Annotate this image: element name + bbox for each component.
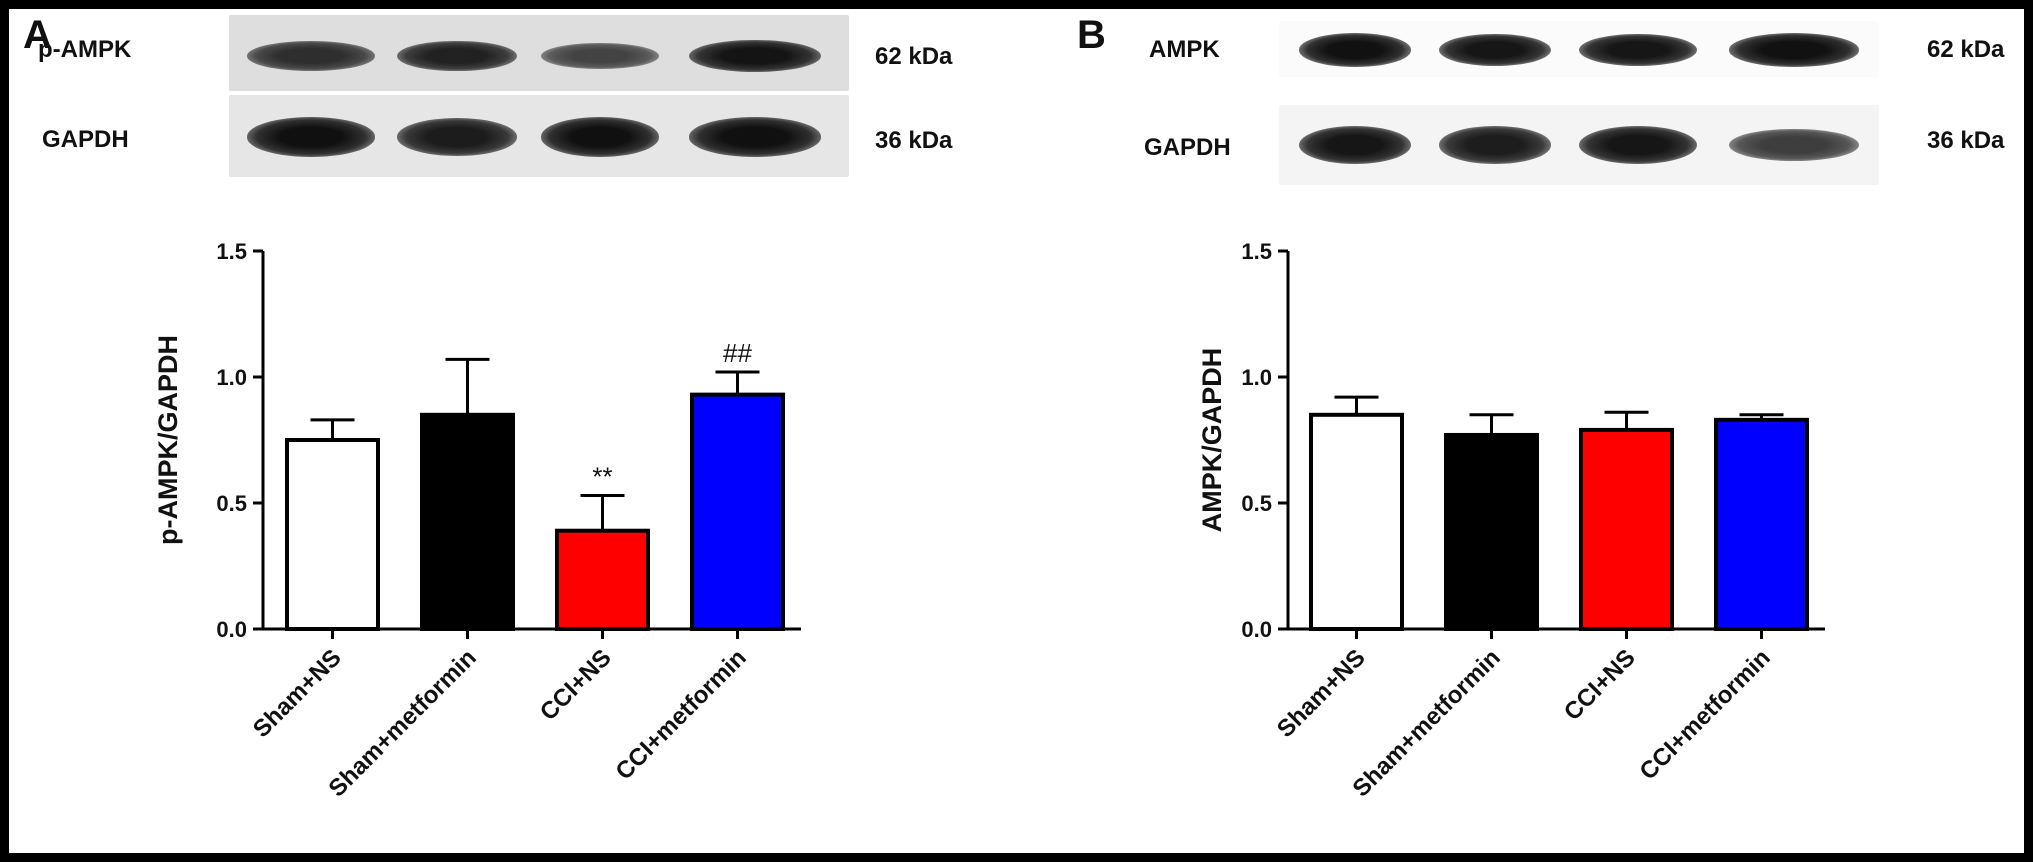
chart-b-ytick-label: 1.0 (1241, 365, 1272, 390)
panel-b-blot1-band-2 (1439, 33, 1551, 67)
chart-a-ytick-label: 1.5 (216, 239, 247, 264)
figure-frame: A p-AMPK GAPDH 62 kDa 36 kDa B AMPK GAPD… (9, 9, 2024, 853)
panel-a-blot1-band-4 (689, 39, 821, 73)
chart-b-category-label: CCI+NS (1559, 644, 1641, 726)
chart-a-annotation: ** (592, 461, 612, 491)
chart-b-bar-1 (1309, 412, 1404, 631)
chart-a-ytick-label: 0.5 (216, 491, 247, 516)
chart-b-category-label: CCI+metformin (1635, 644, 1776, 785)
chart-b-bar-2 (1444, 432, 1539, 631)
chart-b-ytick-label: 0.0 (1241, 617, 1272, 642)
panel-b-blot1-band-3 (1579, 33, 1697, 67)
chart-a-bar-4 (690, 392, 785, 632)
chart-a-ytick-label: 1.0 (216, 365, 247, 390)
chart-b-ytick-label: 0.5 (1241, 491, 1272, 516)
panel-b-blot1-band-1 (1299, 33, 1411, 67)
panel-b-blot1-band-4 (1729, 33, 1859, 67)
chart-b: 0.0 0.5 1.0 1.5 AMPK/GAPDH Sham+NSSham+metfor… (1197, 239, 1825, 802)
chart-a-bar-3 (555, 528, 650, 631)
panel-a-blot1-band-1 (247, 41, 375, 71)
panel-b-blot2-band-3 (1579, 125, 1697, 165)
panel-b-blot1-kda: 62 kDa (1927, 36, 2005, 63)
panel-b-blot2-band-1 (1299, 125, 1411, 165)
panel-a-blot1-band-2 (397, 40, 517, 72)
panel-a-blot2-label: GAPDH (42, 126, 129, 153)
chart-a-ylabel: p-AMPK/GAPDH (153, 335, 183, 545)
chart-b-bar-3 (1579, 427, 1674, 632)
panel-a-blot2-kda: 36 kDa (875, 127, 953, 154)
panel-a-blot2-band-4 (689, 117, 821, 157)
panel-b-letter: B (1077, 13, 1106, 57)
panel-b-blot2-kda: 36 kDa (1927, 127, 2005, 154)
chart-a-category-label: CCI+metformin (611, 644, 752, 785)
panel-b-blot2-label: GAPDH (1144, 134, 1231, 161)
chart-a-category-label: Sham+NS (248, 644, 347, 743)
panel-a-blot1-band-3 (541, 42, 659, 70)
chart-a: 0.0 0.5 1.0 1.5 p-AMPK/GAPDH Sham+NSSham+metf… (153, 239, 801, 802)
chart-b-ylabel: AMPK/GAPDH (1197, 348, 1227, 533)
panel-b-blot1-label: AMPK (1149, 36, 1220, 63)
panel-b-blot2-band-2 (1439, 126, 1551, 164)
panel-a-letter: A (23, 13, 52, 57)
chart-b-bar-4 (1714, 417, 1809, 631)
panel-a-blot2-band-3 (541, 117, 659, 157)
panel-a-blot2-band-2 (397, 118, 517, 156)
panel-a-blot2-band-1 (247, 117, 375, 157)
chart-a-annotation: ## (723, 338, 752, 368)
chart-a-ytick-label: 0.0 (216, 617, 247, 642)
chart-b-category-label: Sham+NS (1272, 644, 1371, 743)
chart-a-category-label: Sham+metformin (324, 644, 482, 802)
chart-a-bar-2 (420, 412, 515, 631)
chart-b-ytick-label: 1.5 (1241, 239, 1272, 264)
chart-a-category-label: CCI+NS (535, 644, 617, 726)
chart-a-bar-1 (285, 438, 380, 631)
panel-a-blot1-kda: 62 kDa (875, 43, 953, 70)
chart-b-category-label: Sham+metformin (1348, 644, 1506, 802)
panel-a-blot1-label: p-AMPK (38, 36, 132, 63)
panel-b-blot2-band-4 (1729, 128, 1859, 162)
